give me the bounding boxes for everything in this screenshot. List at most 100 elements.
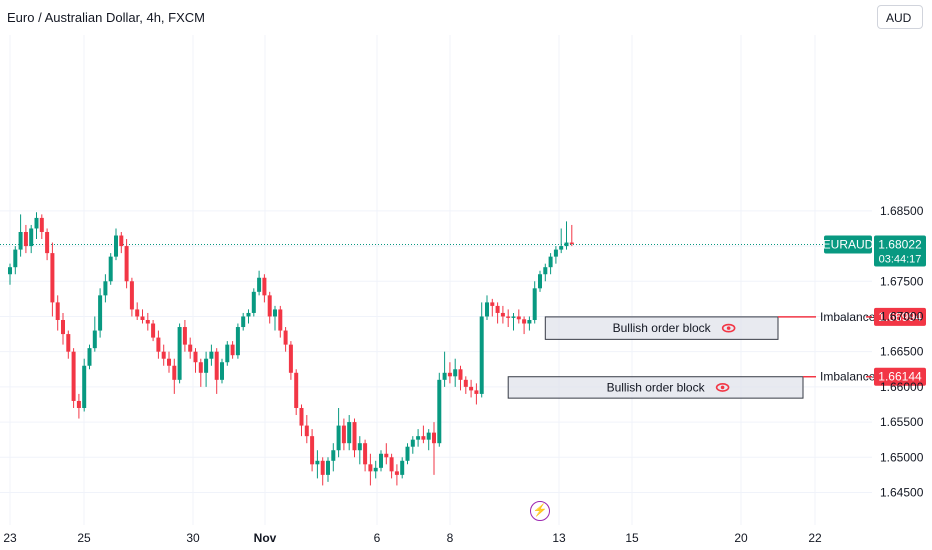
candle[interactable] [368, 464, 373, 472]
candle[interactable] [45, 231, 50, 254]
candle[interactable] [262, 277, 267, 296]
order-block-zone[interactable] [544, 316, 779, 340]
candle[interactable] [495, 305, 500, 313]
candle[interactable] [516, 316, 521, 320]
candle[interactable] [50, 253, 55, 303]
candle[interactable] [394, 471, 399, 475]
candle[interactable] [416, 436, 421, 440]
candle[interactable] [437, 379, 442, 444]
candle[interactable] [559, 246, 564, 250]
candle[interactable] [55, 302, 60, 320]
order-blocks[interactable]: Bullish order block Bullish order block [507, 316, 804, 399]
candle[interactable] [490, 302, 495, 306]
candle[interactable] [389, 457, 394, 472]
candle[interactable] [506, 316, 511, 318]
candle[interactable] [453, 369, 458, 377]
time-axis[interactable]: 23 25 Nov 30 6 8 13 15 20 22 [3, 531, 822, 545]
candle[interactable] [34, 217, 39, 229]
candle[interactable] [129, 281, 134, 310]
candle[interactable] [336, 425, 341, 451]
currency-button[interactable]: AUD [877, 5, 923, 29]
candle[interactable] [341, 425, 346, 444]
candle[interactable] [98, 295, 103, 331]
candle[interactable] [273, 309, 277, 317]
candle[interactable] [373, 467, 378, 472]
candle[interactable] [469, 386, 474, 391]
candle[interactable] [61, 319, 65, 335]
candle[interactable] [241, 316, 246, 328]
candle[interactable] [87, 348, 92, 366]
candle[interactable] [188, 344, 193, 352]
candle[interactable] [167, 358, 171, 366]
candle[interactable] [103, 281, 108, 296]
candle[interactable] [352, 422, 357, 451]
candle[interactable] [13, 249, 18, 268]
candle[interactable] [511, 316, 516, 318]
candle[interactable] [198, 362, 203, 373]
candle[interactable] [92, 330, 97, 349]
candle[interactable] [204, 358, 209, 373]
candle[interactable] [182, 327, 187, 345]
candle[interactable] [235, 327, 240, 356]
candle[interactable] [331, 450, 336, 461]
candle[interactable] [288, 344, 293, 373]
candle[interactable] [569, 242, 574, 244]
candle[interactable] [432, 432, 436, 444]
candle[interactable] [485, 302, 489, 317]
candle[interactable] [410, 439, 415, 447]
candle[interactable] [315, 460, 320, 465]
candle[interactable] [553, 249, 558, 257]
candle[interactable] [18, 231, 23, 250]
candle[interactable] [124, 246, 129, 282]
candle[interactable] [458, 369, 463, 380]
candle[interactable] [66, 334, 71, 352]
candle[interactable] [564, 242, 569, 247]
candle[interactable] [23, 231, 28, 247]
candle[interactable] [76, 400, 81, 408]
candle[interactable] [405, 446, 410, 461]
candle[interactable] [299, 407, 304, 426]
candle[interactable] [532, 288, 537, 320]
candle[interactable] [363, 443, 368, 465]
candle[interactable] [500, 312, 505, 317]
candle[interactable] [442, 372, 447, 380]
candle[interactable] [310, 436, 315, 465]
candle[interactable] [543, 267, 548, 275]
candle[interactable] [326, 460, 330, 475]
candle[interactable] [220, 362, 224, 380]
candle[interactable] [548, 256, 553, 268]
candle[interactable] [379, 453, 383, 468]
eye-icon[interactable] [721, 323, 736, 333]
candle[interactable] [347, 422, 352, 444]
eye-icon[interactable] [715, 383, 730, 392]
candle[interactable] [246, 312, 251, 317]
candle[interactable] [267, 295, 272, 317]
candle[interactable] [172, 365, 177, 380]
candle[interactable] [294, 372, 299, 408]
candle[interactable] [421, 436, 426, 440]
candle[interactable] [447, 372, 452, 377]
candle[interactable] [156, 337, 161, 352]
candle[interactable] [278, 309, 283, 331]
candle[interactable] [151, 323, 156, 338]
candle[interactable] [320, 460, 325, 475]
candle[interactable] [193, 351, 198, 363]
lightning-icon[interactable]: ⚡ [530, 501, 550, 521]
candle[interactable] [135, 309, 140, 317]
candle[interactable] [357, 443, 362, 451]
candle[interactable] [108, 256, 113, 282]
candle[interactable] [161, 351, 166, 359]
candle[interactable] [29, 228, 34, 247]
candle[interactable] [474, 390, 479, 394]
candle[interactable] [82, 365, 87, 408]
candle[interactable] [140, 316, 145, 320]
candle[interactable] [538, 274, 542, 289]
candle[interactable] [283, 330, 288, 345]
candle[interactable] [119, 235, 124, 247]
candle[interactable] [114, 235, 118, 257]
candle[interactable] [8, 267, 12, 275]
candles[interactable] [8, 212, 574, 486]
